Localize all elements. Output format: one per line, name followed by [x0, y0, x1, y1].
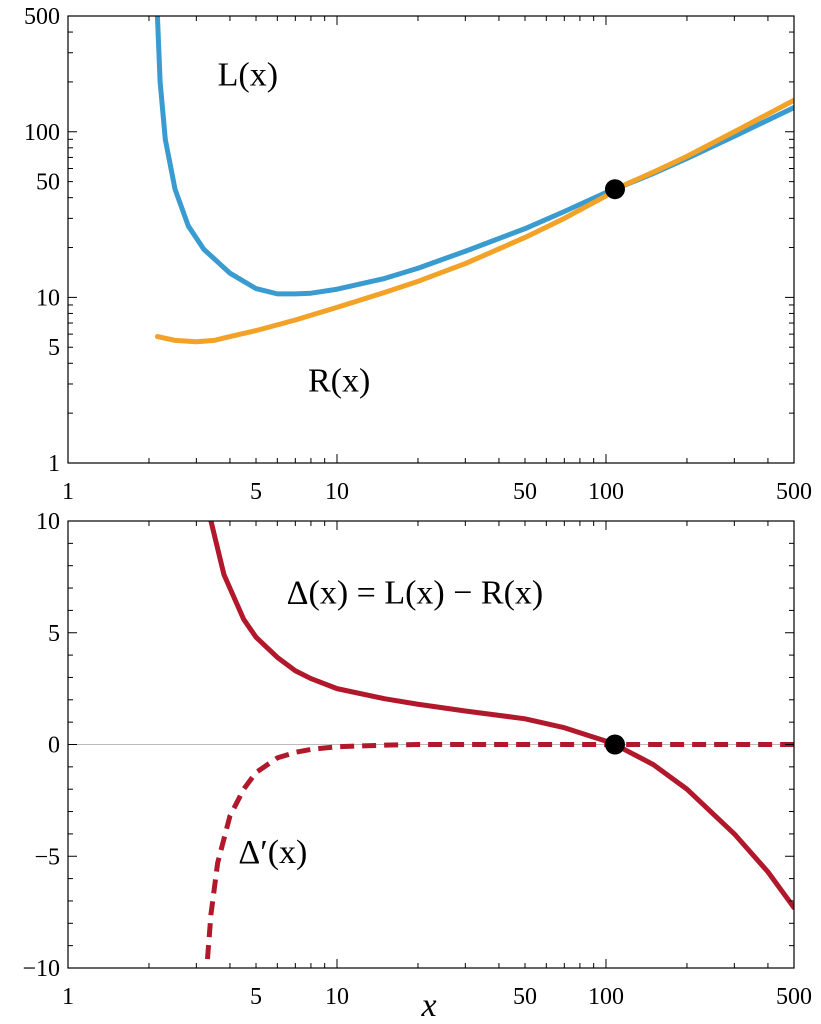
x-tick-label: 500	[776, 984, 812, 1010]
y-tick-label: 50	[36, 170, 60, 196]
series-line-delta-prime	[204, 742, 794, 960]
bottom-panel-delta-plot: Δ(x) = L(x) − R(x)Δ′(x) 1 5 10 50 100 500−10−…	[22, 509, 812, 1024]
bottom-curves	[68, 521, 794, 960]
y-tick-label: 10	[36, 285, 60, 311]
y-tick-label: 0	[48, 733, 60, 759]
top-ticks	[67, 15, 795, 464]
x-tick-label: 1	[62, 479, 74, 505]
curve-annotation: L(x)	[218, 57, 278, 94]
y-tick-label: 10	[36, 509, 60, 535]
top-tick-labels: 1 5 10 50 100 500 1 5 10 50 100 500	[24, 4, 812, 505]
y-tick-label: −10	[22, 956, 60, 982]
curve-annotation: R(x)	[308, 363, 370, 400]
top-plot-frame	[67, 15, 795, 464]
series-line-delta	[208, 521, 794, 911]
x-tick-label: 5	[250, 984, 262, 1010]
top-curves	[154, 16, 794, 345]
x-axis-label: x	[421, 987, 437, 1024]
y-tick-label: 500	[24, 4, 60, 30]
y-tick-label: 1	[48, 451, 60, 477]
y-tick-label: −5	[34, 844, 60, 870]
y-tick-label: 5	[48, 335, 60, 361]
bottom-ticks	[67, 520, 795, 969]
curve-annotation: Δ′(x)	[238, 834, 307, 871]
bottom-annotations: Δ(x) = L(x) − R(x) Δ′(x)	[238, 575, 543, 871]
x-tick-label: 10	[325, 479, 349, 505]
x-tick-label: 10	[325, 984, 349, 1010]
top-annotations: L(x) R(x)	[218, 57, 371, 400]
x-tick-label: 50	[513, 984, 537, 1010]
intersection-marker	[604, 179, 625, 200]
x-tick-label: 5	[250, 479, 262, 505]
x-tick-label: 50	[513, 479, 537, 505]
intersection-marker	[604, 734, 625, 755]
series-line-R	[154, 97, 794, 345]
x-tick-label: 100	[588, 479, 624, 505]
x-tick-label: 100	[588, 984, 624, 1010]
curve-annotation: Δ(x) = L(x) − R(x)	[287, 575, 544, 612]
bottom-tick-labels: 1 5 10 50 100 500 −10 −5 0 5 10	[22, 509, 812, 1010]
x-tick-label: 500	[776, 479, 812, 505]
x-tick-label: 1	[62, 984, 74, 1010]
top-panel-log-log-plot: L(x) R(x) 1 5 10 50 100 500 1 5 10 50 100 500	[24, 4, 812, 505]
y-tick-label: 100	[24, 120, 60, 146]
y-tick-label: 5	[48, 621, 60, 647]
